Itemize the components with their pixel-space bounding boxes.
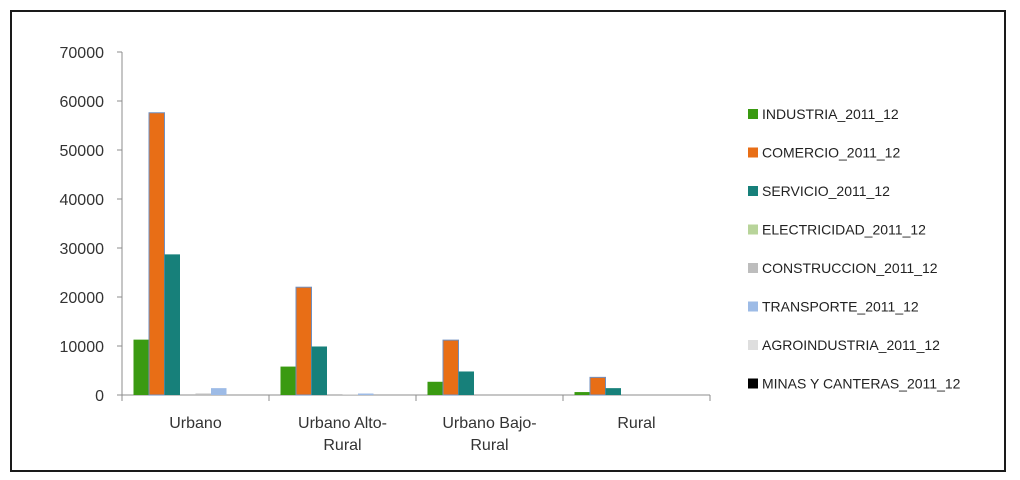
bar [311,346,327,395]
bar [195,393,211,395]
bar [574,392,590,395]
x-category-label: Rural [617,415,655,432]
legend-swatch [748,147,758,158]
legend-swatch [748,224,758,235]
x-category-label: Rural [323,437,361,454]
bar [164,254,180,395]
legend-entry: COMERCIO_2011_12 [762,145,900,161]
bar [458,371,474,395]
legend-entry: MINAS Y CANTERAS_2011_12 [762,376,961,392]
y-tick-label: 0 [95,388,104,405]
y-tick-label: 30000 [60,241,105,258]
legend-swatch [748,340,758,350]
legend-entry: TRANSPORTE_2011_12 [762,299,919,315]
bar [148,112,165,396]
bar [295,286,312,396]
legend-entry: AGROINDUSTRIA_2011_12 [762,337,940,353]
bar [427,381,443,395]
legend-entry: CONSTRUCCION_2011_12 [762,260,938,276]
x-category-label: Urbano [169,415,222,432]
legend-entry: SERVICIO_2011_12 [762,183,890,199]
y-tick-label: 10000 [60,339,105,356]
legend-swatch [748,378,758,389]
legend-entry: INDUSTRIA_2011_12 [762,106,899,122]
y-tick-label: 50000 [60,143,105,160]
x-category-label: Urbano Alto- [298,415,387,432]
y-tick-label: 70000 [60,45,105,62]
x-category-label: Urbano Bajo- [442,415,536,432]
bar [280,366,296,395]
bar [211,388,227,395]
legend-swatch [748,186,758,196]
bar [589,376,606,396]
x-category-label: Rural [470,437,508,454]
legend-swatch [748,109,758,119]
legend-swatch [748,263,758,273]
y-tick-label: 60000 [60,94,105,111]
bar [358,393,374,395]
y-tick-label: 40000 [60,192,105,209]
bar [605,388,621,395]
bar [442,339,459,396]
legend-entry: ELECTRICIDAD_2011_12 [762,222,926,238]
y-tick-label: 20000 [60,290,105,307]
legend-swatch [748,301,758,312]
bar [133,339,149,395]
